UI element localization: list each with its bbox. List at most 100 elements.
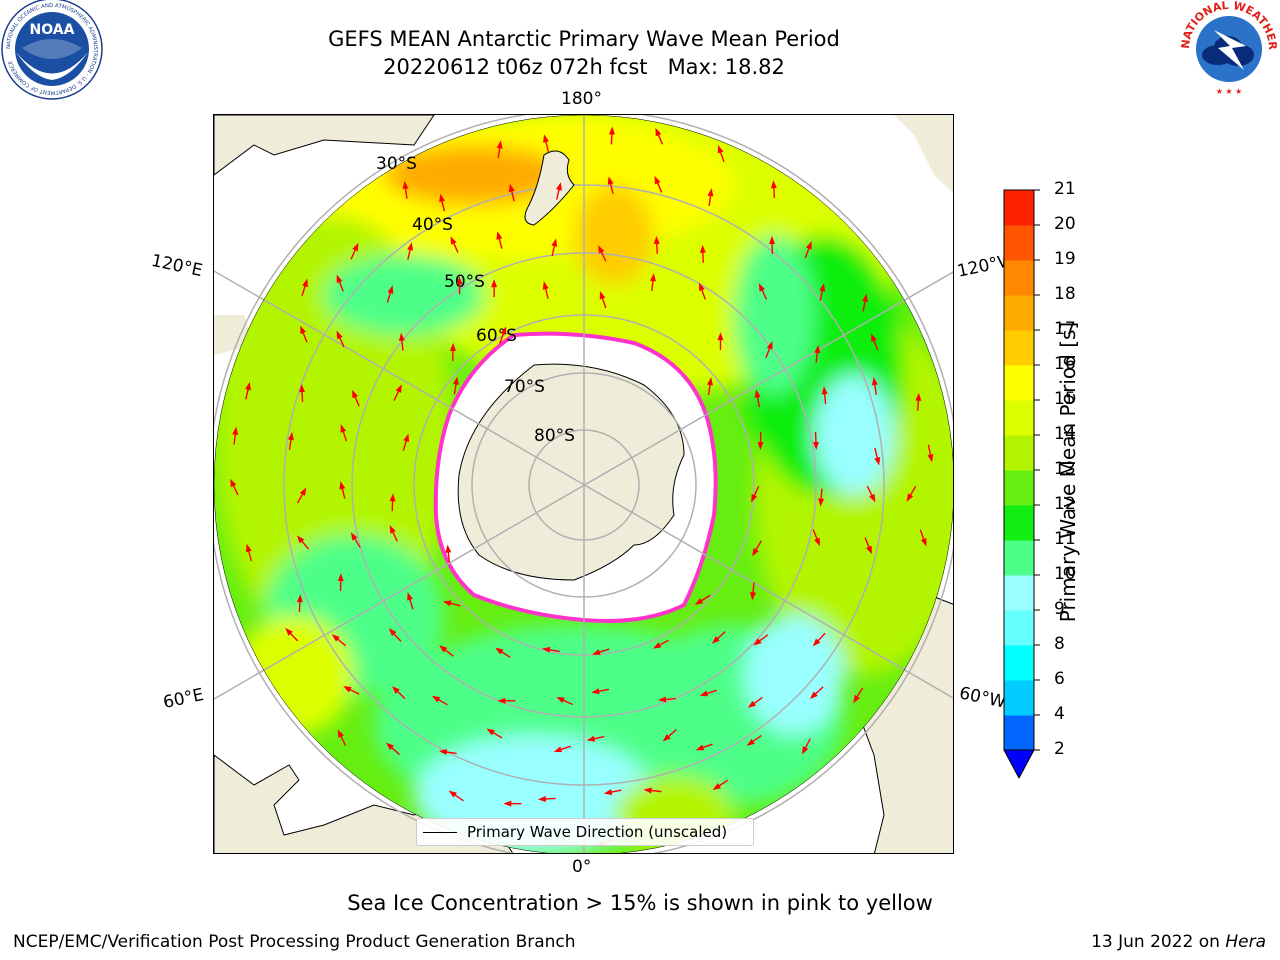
noaa-logo: NOAA NATIONAL OCEANIC AND ATMOSPHERIC AD… xyxy=(1,0,103,100)
wave-arrow-head xyxy=(927,453,934,463)
colorbar-tick-label: 21 xyxy=(1054,179,1076,199)
wave-arrow-head xyxy=(869,493,876,503)
wave-arrow-head xyxy=(814,344,821,354)
lat-label-40s: 40°S xyxy=(412,215,453,235)
wave-arrow-head xyxy=(862,293,868,303)
wave-arrow-head xyxy=(818,498,825,507)
colorbar-block xyxy=(1004,610,1034,646)
colorbar-block xyxy=(1004,330,1034,366)
wave-arrow-head xyxy=(752,547,759,557)
wave-arrow-head xyxy=(920,537,927,547)
wave-arrow-head xyxy=(337,729,344,738)
colorbar-tick-label: 8 xyxy=(1054,634,1065,654)
wave-arrow-head xyxy=(456,276,463,285)
wave-arrow-head xyxy=(649,273,656,282)
wave-arrow-head xyxy=(766,341,773,350)
wave-arrow-head xyxy=(389,493,396,502)
wave-arrow-head xyxy=(497,697,506,704)
wave-arrow-head xyxy=(245,381,251,391)
wave-arrow-head xyxy=(491,279,498,288)
wave-arrow-head xyxy=(769,235,776,245)
colorbar-tick-label: 15 xyxy=(1054,389,1076,409)
wave-arrow-head xyxy=(542,281,549,290)
map-subtitle: 20220612 t06z 072h fcst Max: 18.82 xyxy=(383,55,785,79)
wave-arrow-head xyxy=(438,749,448,756)
wave-arrow-head xyxy=(331,634,340,642)
colorbar-tick-label: 20 xyxy=(1054,214,1076,234)
lon-label-60e: 60°E xyxy=(161,684,206,714)
colorbar-block xyxy=(1004,645,1034,681)
wave-arrow-head xyxy=(556,697,565,704)
wave-arrow-head xyxy=(592,649,601,655)
wave-arrow-head xyxy=(296,535,305,544)
map-title: GEFS MEAN Antarctic Primary Wave Mean Pe… xyxy=(328,27,840,51)
wave-arrow-head xyxy=(230,478,237,488)
colorbar-block xyxy=(1004,225,1034,261)
wave-arrow-head xyxy=(915,392,922,401)
wave-arrow-head xyxy=(448,790,457,798)
wave-arrow-head xyxy=(395,384,402,393)
new-zealand xyxy=(524,150,575,226)
wave-arrow-head xyxy=(712,783,722,791)
wave-arrow-head xyxy=(299,384,306,393)
colorbar-block xyxy=(1004,190,1034,226)
wave-arrow-head xyxy=(662,734,671,742)
wave-arrow-head xyxy=(337,573,344,582)
wave-arrow-head xyxy=(402,180,409,190)
wave-arrow-head xyxy=(391,686,400,694)
wave-arrow-head xyxy=(288,431,294,441)
wave-arrow-head xyxy=(757,442,764,451)
wave-arrow-head xyxy=(653,235,660,245)
wave-arrow-head xyxy=(537,795,547,802)
wave-arrow-head xyxy=(439,645,448,653)
colorbar-tick-label: 6 xyxy=(1054,669,1065,689)
wave-arrow-head xyxy=(343,686,352,693)
colorbar-block xyxy=(1004,715,1034,751)
colorbar-title: Primary Wave Mean Period [s] xyxy=(1056,321,1080,623)
wave-arrow-head xyxy=(695,744,705,751)
wave-arrow-head xyxy=(496,140,503,149)
colorbar-tick-label: 17 xyxy=(1054,319,1076,339)
legend: Primary Wave Direction (unscaled) xyxy=(416,818,754,846)
colorbar-block xyxy=(1004,575,1034,611)
wave-arrow-head xyxy=(711,636,720,644)
wave-arrow-head xyxy=(866,545,872,555)
wave-arrow-head xyxy=(853,694,860,704)
wave-arrow-head xyxy=(503,800,512,807)
wave-arrow-head xyxy=(758,283,765,292)
wave-arrow-head xyxy=(431,695,441,703)
wave-arrow-head xyxy=(809,691,818,700)
wave-arrow-head xyxy=(812,441,819,451)
wave-arrow-head xyxy=(285,627,293,636)
wave-arrow-head xyxy=(753,638,762,646)
wave-arrow-head xyxy=(707,188,714,197)
colorbar-block xyxy=(1004,470,1034,506)
wave-arrow-head xyxy=(388,628,397,637)
wave-direction-arrows xyxy=(230,126,934,847)
colorbar-block xyxy=(1004,680,1034,716)
credit: NCEP/EMC/Verification Post Processing Pr… xyxy=(13,932,576,952)
wave-arrow-head xyxy=(439,193,445,203)
wave-arrow-head xyxy=(657,696,667,703)
wave-arrow-head xyxy=(340,424,347,433)
wave-arrow-head xyxy=(871,377,878,386)
lat-label-80s: 80°S xyxy=(534,426,575,446)
wave-arrow-head xyxy=(299,487,307,496)
wave-arrow-head xyxy=(339,481,346,490)
wave-arrow-head xyxy=(543,134,549,143)
wave-arrow-head xyxy=(398,332,405,342)
colorbar-block xyxy=(1004,540,1034,576)
lat-label-70s: 70°S xyxy=(504,377,545,397)
wave-arrow-head xyxy=(699,690,709,697)
colorbar-tick-label: 4 xyxy=(1054,704,1065,724)
colorbar-tick-label: 2 xyxy=(1054,739,1065,759)
wave-arrow-head xyxy=(819,283,826,292)
wave-arrow-head xyxy=(300,325,307,335)
lat-label-50s: 50°S xyxy=(444,272,485,292)
wave-arrow-head xyxy=(352,389,358,399)
polar-map: 30°S 40°S 50°S 60°S 70°S 80°S xyxy=(214,115,953,853)
wave-arrow-head xyxy=(652,642,662,649)
wave-arrow-head xyxy=(699,282,705,292)
wave-arrow-head xyxy=(717,332,724,341)
wave-arrow-head xyxy=(654,175,661,185)
